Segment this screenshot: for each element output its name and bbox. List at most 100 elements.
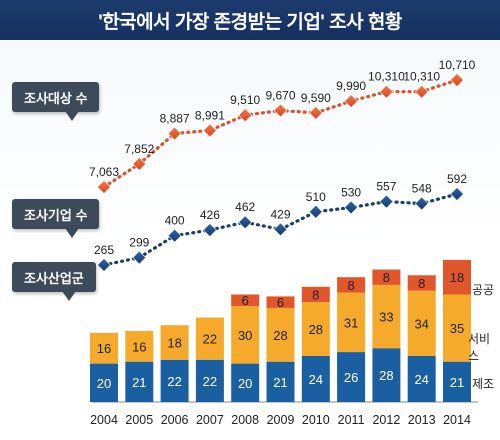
targets-value-2007: 8,991 (195, 108, 225, 122)
bar-manufacturing-label-2012: 28 (379, 368, 393, 383)
bar-service-label-2010: 28 (309, 322, 323, 337)
bar-service-label-2005: 16 (132, 339, 146, 354)
companies-value-2009: 429 (270, 207, 290, 221)
bar-public-2013 (407, 275, 436, 291)
targets-value-2010: 9,590 (301, 91, 331, 105)
bar-manufacturing-label-2007: 22 (203, 374, 217, 389)
companies-value-2004: 265 (94, 243, 114, 257)
x-tick-2005: 2005 (125, 413, 153, 427)
bar-service-2008 (231, 306, 260, 364)
bar-manufacturing-2006 (160, 359, 189, 402)
companies-marker-2007 (202, 223, 217, 237)
targets-marker-2010 (308, 105, 323, 120)
targets-series-label-text: 조사대상 수 (24, 90, 88, 106)
bar-manufacturing-label-2011: 26 (344, 370, 358, 385)
x-tick-2007: 2007 (196, 413, 224, 427)
targets-value-2005: 7,852 (124, 142, 154, 156)
bar-manufacturing-2008 (231, 363, 260, 402)
companies-line-series: 265 299 400 426 462 429 510 530 557 548 592 (94, 172, 467, 272)
bar-service-label-2008: 30 (238, 328, 252, 343)
companies-marker-2004 (97, 258, 111, 272)
companies-marker-2013 (414, 196, 429, 211)
bar-public-label-2014: 18 (450, 270, 464, 285)
bar-service-2009 (266, 307, 295, 362)
companies-value-2011: 530 (341, 185, 361, 199)
bar-public-2008 (231, 294, 260, 306)
stacked-bars: 20 16 21 16 22 18 22 22 20 30 6 21 28 6 24 28 8 26 31 8 28 33… (90, 259, 471, 402)
bar-manufacturing-2011 (337, 352, 366, 402)
companies-value-2007: 426 (200, 208, 220, 222)
companies-marker-2014 (450, 187, 464, 201)
bar-manufacturing-label-2004: 20 (97, 376, 111, 391)
companies-value-2006: 400 (165, 214, 185, 228)
companies-series-label-text: 조사기업 수 (24, 207, 88, 223)
targets-marker-2011 (344, 94, 359, 109)
targets-marker-2004 (97, 180, 111, 194)
bar-service-label-2007: 22 (203, 332, 217, 347)
chart-title: '한국에서 가장 존경받는 기업' 조사 현황 (0, 0, 500, 40)
targets-marker-2008 (238, 108, 253, 123)
targets-line-series: 7,063 7,852 8,887 8,991 9,510 9,670 9,590 9,990… (89, 58, 476, 194)
companies-marker-2012 (379, 194, 394, 209)
bar-public-2014 (443, 259, 471, 295)
bar-public-label-2009: 6 (277, 295, 284, 310)
targets-marker-2014 (450, 73, 464, 87)
targets-value-2013: 10,310 (403, 70, 440, 84)
x-tick-2014: 2014 (443, 413, 471, 427)
legend-manufacturing: 제조 (472, 377, 495, 391)
targets-value-2009: 9,670 (265, 89, 295, 103)
targets-marker-2012 (379, 84, 394, 99)
bar-service-2013 (407, 290, 436, 356)
bar-public-label-2012: 8 (383, 270, 390, 285)
bar-manufacturing-label-2014: 21 (450, 375, 464, 390)
companies-value-2005: 299 (129, 236, 149, 250)
companies-value-2010: 510 (306, 190, 326, 204)
bar-service-2012 (372, 284, 401, 349)
x-tick-2012: 2012 (372, 413, 400, 427)
bar-service-label-2012: 33 (379, 310, 393, 325)
legend-service: 서비스 (468, 332, 491, 363)
x-tick-2006: 2006 (161, 413, 189, 427)
targets-series-label: 조사대상 수 (12, 82, 100, 121)
bar-service-label-2011: 31 (344, 315, 358, 330)
targets-value-2006: 8,887 (160, 111, 190, 125)
bar-public-2009 (266, 296, 295, 308)
bar-manufacturing-2014 (443, 361, 471, 402)
bar-service-label-2006: 18 (167, 335, 181, 350)
x-tick-2010: 2010 (302, 413, 330, 427)
targets-value-2014: 10,710 (439, 58, 476, 72)
bar-public-2012 (372, 269, 401, 285)
bar-manufacturing-2012 (372, 348, 401, 402)
bar-manufacturing-label-2009: 21 (273, 375, 287, 390)
legend-public: 공공 (472, 283, 495, 297)
x-tick-2013: 2013 (408, 413, 436, 427)
companies-marker-2009 (273, 222, 288, 237)
x-tick-2004: 2004 (90, 413, 118, 427)
bar-public-label-2011: 8 (347, 278, 354, 293)
x-tick-2011: 2011 (338, 413, 365, 427)
targets-marker-2009 (273, 103, 288, 118)
bar-manufacturing-2009 (266, 361, 295, 402)
bar-service-2004 (90, 332, 118, 364)
bar-manufacturing-2013 (407, 355, 436, 402)
industries-series-label-text: 조사산업군 (24, 270, 84, 286)
companies-series-label: 조사기업 수 (12, 199, 100, 238)
targets-marker-2007 (202, 123, 217, 138)
bar-manufacturing-2004 (90, 363, 118, 402)
bar-manufacturing-label-2008: 20 (238, 376, 252, 391)
targets-marker-2006 (167, 126, 182, 141)
bar-manufacturing-label-2006: 22 (167, 374, 181, 389)
industries-series-label: 조사산업군 (12, 262, 96, 301)
bar-manufacturing-2010 (301, 355, 330, 402)
bar-manufacturing-2007 (195, 359, 224, 402)
bar-manufacturing-label-2005: 21 (132, 375, 146, 390)
bar-service-2005 (125, 330, 154, 362)
companies-marker-2008 (238, 215, 253, 230)
bar-public-label-2013: 8 (418, 276, 425, 291)
bar-public-label-2008: 6 (242, 293, 249, 308)
companies-marker-2011 (344, 200, 359, 215)
bar-public-label-2010: 8 (312, 287, 319, 302)
bar-service-label-2009: 28 (273, 328, 287, 343)
